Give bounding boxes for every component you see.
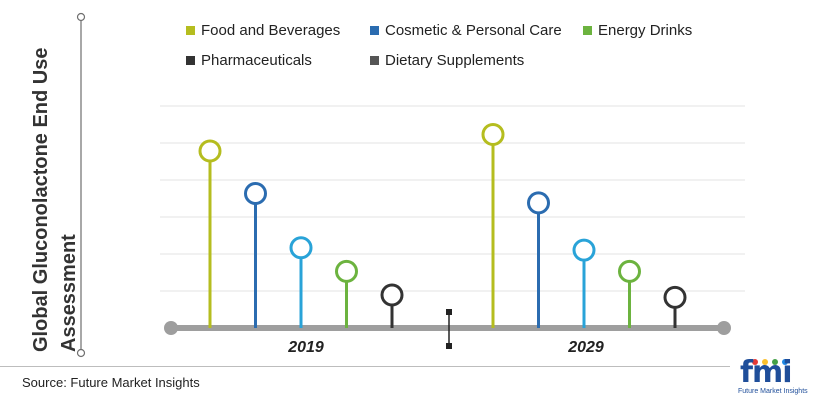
legend-swatch	[370, 26, 379, 35]
grid-lines	[160, 105, 745, 292]
baseline-cap-left	[164, 321, 178, 335]
y-axis-title-line1: Global Gluconolactone End Use	[30, 47, 52, 352]
legend-label: Cosmetic & Personal Care	[385, 22, 562, 39]
x-tick-label: 2019	[287, 339, 324, 356]
legend-swatch	[186, 56, 195, 65]
lollipop-marks	[198, 122, 687, 328]
lollipop-head	[198, 139, 222, 163]
legend-item-energy: Energy Drinks	[583, 22, 692, 39]
lollipop-head	[618, 259, 641, 283]
lollipop-head	[244, 181, 267, 205]
y-axis-rule-cap	[76, 12, 86, 22]
logo-dot	[772, 359, 778, 365]
logo-word: fmi	[740, 355, 793, 390]
legend-label: Dietary Supplements	[385, 52, 525, 69]
legend-label: Pharmaceuticals	[201, 52, 312, 69]
legend-item-cosmetic: Cosmetic & Personal Care	[370, 22, 562, 39]
logo-dots	[752, 352, 792, 370]
legend-item-food: Food and Beverages	[186, 22, 340, 39]
group-separator-cap	[446, 343, 452, 349]
legend-swatch	[583, 26, 592, 35]
legend-item-pharma: Pharmaceuticals	[186, 52, 312, 69]
logo-subtitle: Future Market Insights	[738, 388, 808, 395]
lollipop-head	[527, 191, 550, 215]
baseline-cap-right	[717, 321, 731, 335]
x-tick-labels: 2019 2029	[287, 339, 604, 356]
lollipop-head	[481, 122, 505, 146]
x-tick-label: 2029	[567, 339, 604, 356]
lollipop-head	[380, 283, 404, 307]
logo-dot	[752, 359, 758, 365]
lollipop-head	[663, 285, 687, 309]
fmi-logo: fmi Future Market Insights	[736, 352, 812, 398]
x-axis	[76, 12, 731, 358]
y-axis-rule-cap	[76, 348, 86, 358]
group-separator-cap	[446, 309, 452, 315]
logo-dot	[762, 359, 768, 365]
lollipop-head	[335, 259, 358, 283]
legend-item-dietary: Dietary Supplements	[370, 52, 524, 69]
logo-dot	[782, 359, 788, 365]
source-note: Source: Future Market Insights	[22, 375, 200, 390]
legend-label: Food and Beverages	[201, 22, 341, 39]
source-divider	[0, 366, 730, 367]
legend-swatch	[370, 56, 379, 65]
lollipop-head	[572, 238, 596, 262]
legend-swatch	[186, 26, 195, 35]
y-axis-title: Global Gluconolactone End Use Assessment	[8, 0, 98, 360]
y-axis-title-line2: Assessment	[58, 234, 80, 352]
lollipop-head	[289, 236, 313, 260]
legend-label: Energy Drinks	[598, 22, 693, 39]
